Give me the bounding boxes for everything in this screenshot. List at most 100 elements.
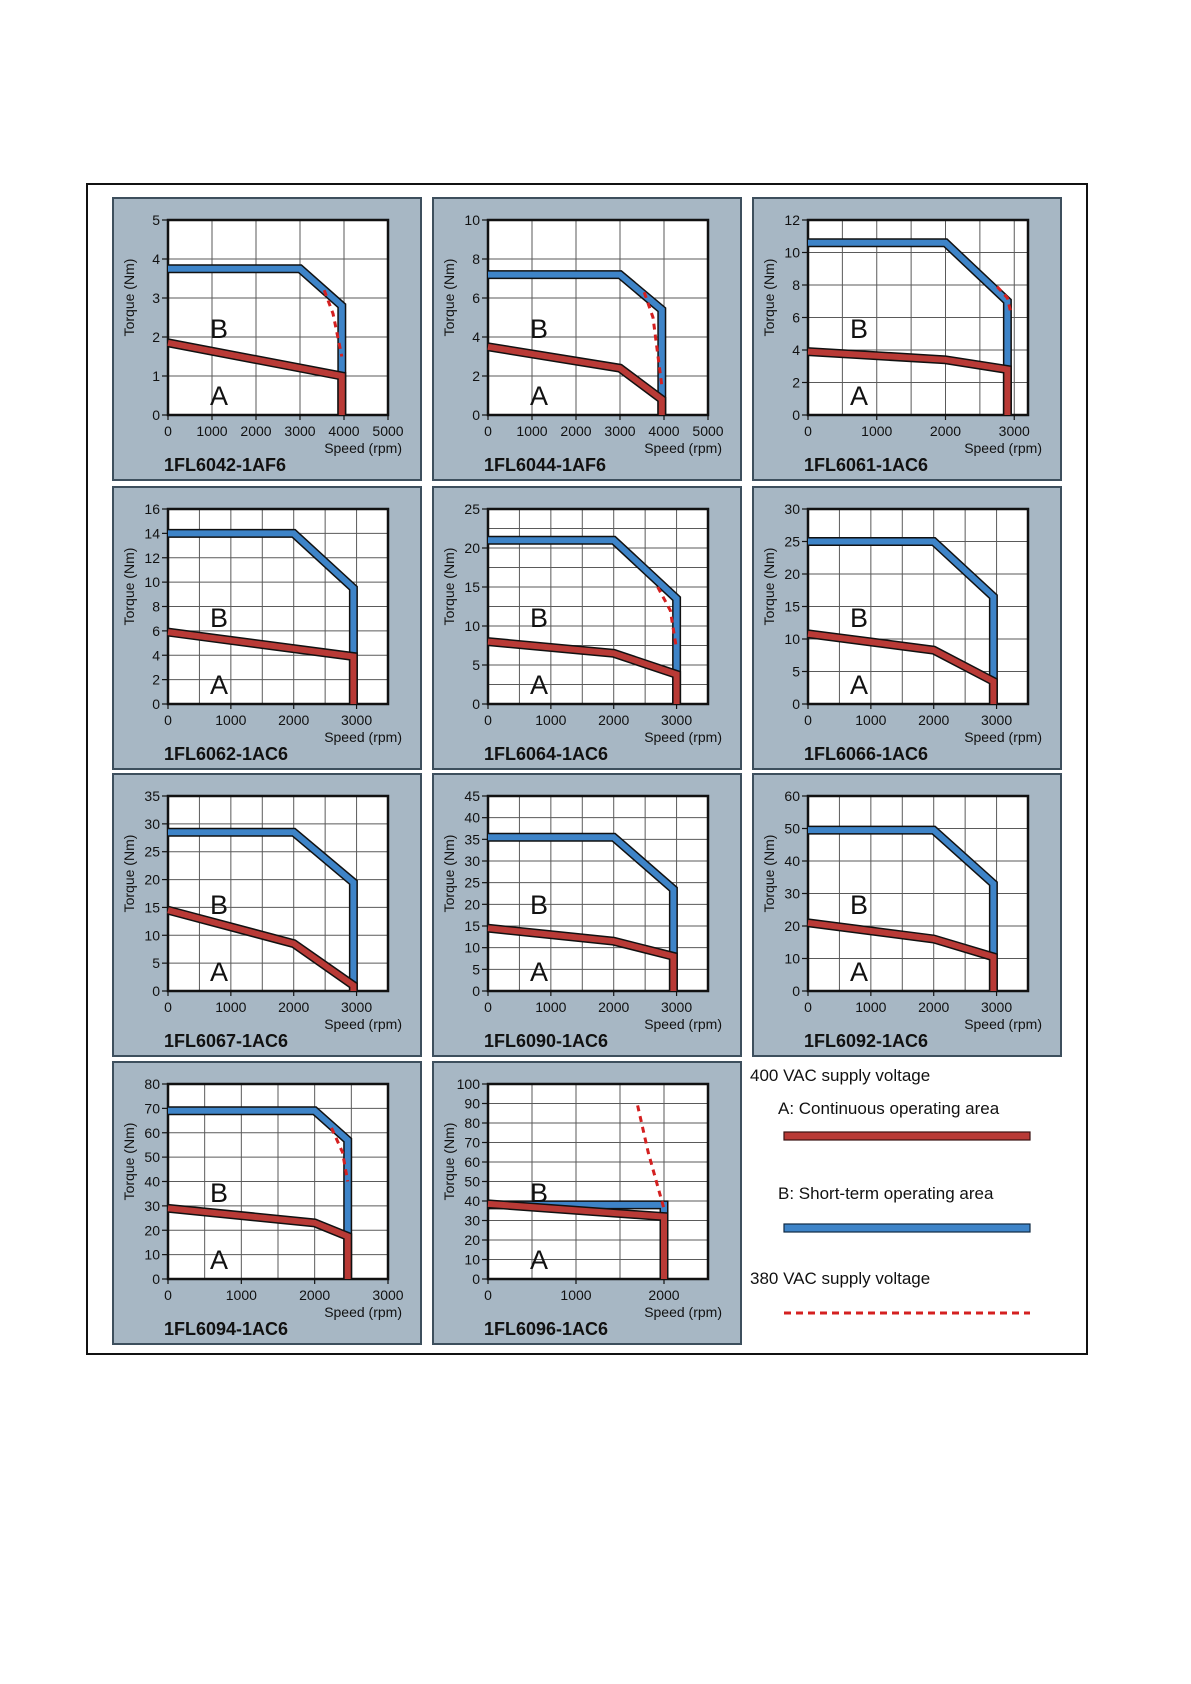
- region-label-b: B: [530, 890, 548, 920]
- y-tick-label: 35: [464, 831, 480, 847]
- y-axis-label: Torque (Nm): [441, 1123, 457, 1201]
- y-tick-label: 10: [464, 940, 480, 956]
- y-tick-label: 45: [464, 788, 480, 804]
- y-tick-label: 10: [144, 927, 160, 943]
- x-tick-label: 3000: [661, 999, 692, 1015]
- series-b-short-term-line: [808, 239, 1011, 415]
- y-tick-label: 30: [464, 1213, 480, 1229]
- x-tick-label: 0: [484, 1287, 492, 1303]
- x-tick-label: 1000: [855, 712, 886, 728]
- series-b-short-term-line: [488, 271, 665, 415]
- y-tick-label: 30: [784, 886, 800, 902]
- x-axis-label: Speed (rpm): [324, 729, 402, 745]
- y-tick-label: 4: [472, 329, 480, 345]
- legend-380-vac: 380 VAC supply voltage: [750, 1269, 931, 1288]
- series-380-vac-line: [330, 1127, 350, 1182]
- y-tick-label: 5: [472, 657, 480, 673]
- y-tick-label: 30: [144, 1198, 160, 1214]
- y-tick-label: 2: [792, 375, 800, 391]
- y-tick-label: 0: [152, 1271, 160, 1287]
- y-tick-label: 2: [152, 329, 160, 345]
- chart-title: 1FL6094-1AC6: [164, 1319, 288, 1339]
- x-tick-label: 1000: [215, 712, 246, 728]
- legend-a-swatch: [783, 1131, 1031, 1141]
- y-tick-label: 15: [464, 918, 480, 934]
- series-a-continuous-line: [487, 925, 677, 991]
- chart-svg: 0 5 10 15 20 25 30 35 0 1000 2000 3000 Torque (Nm) Sp…: [121, 788, 402, 1051]
- x-tick-label: 3000: [999, 423, 1030, 439]
- y-tick-label: 8: [152, 599, 160, 615]
- x-tick-label: 3000: [604, 423, 635, 439]
- chart-panel: 0 5 10 15 20 25 30 0 1000 2000 3000 Torque (Nm) Spee…: [752, 486, 1062, 770]
- x-tick-label: 3000: [981, 999, 1012, 1015]
- y-axis-label: Torque (Nm): [121, 1123, 137, 1201]
- region-label-a: A: [530, 670, 548, 700]
- chart-title: 1FL6044-1AF6: [484, 455, 606, 475]
- chart-panel: 0 5 10 15 20 25 30 35 40 45 0 1000 2000 3000 Torque (N…: [432, 773, 742, 1057]
- legend: 400 VAC supply voltage A: Continuous ope…: [744, 1066, 1088, 1336]
- x-tick-label: 1000: [516, 423, 547, 439]
- y-tick-label: 12: [144, 550, 160, 566]
- series-b-short-term-line: [488, 537, 680, 704]
- series-a-continuous-line: [167, 1205, 351, 1279]
- x-tick-label: 0: [164, 1287, 172, 1303]
- y-tick-label: 30: [144, 816, 160, 832]
- x-tick-label: 3000: [341, 999, 372, 1015]
- chart-panel: 0 5 10 15 20 25 30 35 0 1000 2000 3000 Torque (Nm) Sp…: [112, 773, 422, 1057]
- x-tick-label: 0: [484, 423, 492, 439]
- y-tick-label: 0: [792, 696, 800, 712]
- x-tick-label: 5000: [372, 423, 403, 439]
- chart-title: 1FL6042-1AF6: [164, 455, 286, 475]
- y-tick-label: 5: [152, 212, 160, 228]
- y-tick-label: 8: [792, 277, 800, 293]
- y-tick-label: 14: [144, 525, 160, 541]
- y-tick-label: 2: [472, 368, 480, 384]
- y-tick-label: 0: [472, 983, 480, 999]
- y-axis-label: Torque (Nm): [761, 835, 777, 913]
- y-tick-label: 3: [152, 290, 160, 306]
- chart-svg: 0 2 4 6 8 10 12 0 1000 2000 3000 Torque (Nm) Speed (…: [761, 212, 1042, 475]
- region-label-b: B: [530, 603, 548, 633]
- x-axis-label: Speed (rpm): [644, 729, 722, 745]
- y-tick-label: 100: [457, 1076, 481, 1092]
- y-tick-label: 5: [152, 955, 160, 971]
- y-tick-label: 0: [792, 407, 800, 423]
- chart-title: 1FL6064-1AC6: [484, 744, 608, 764]
- chart-panel: 0 10 20 30 40 50 60 0 1000 2000 3000 Torque (Nm) Spe…: [752, 773, 1062, 1057]
- y-tick-label: 30: [784, 501, 800, 517]
- y-tick-label: 15: [144, 899, 160, 915]
- y-tick-label: 50: [784, 821, 800, 837]
- y-tick-label: 20: [784, 566, 800, 582]
- series-380-vac-line: [322, 289, 344, 357]
- y-tick-label: 20: [144, 872, 160, 888]
- x-tick-label: 0: [164, 712, 172, 728]
- series-a-continuous-line: [487, 1200, 667, 1279]
- plot-border: [166, 794, 390, 993]
- y-tick-label: 15: [464, 579, 480, 595]
- y-axis-label: Torque (Nm): [121, 259, 137, 337]
- x-tick-label: 2000: [560, 423, 591, 439]
- legend-b-label: B: Short-term operating area: [778, 1184, 994, 1203]
- series-a-continuous-line: [487, 343, 665, 415]
- y-tick-label: 10: [464, 212, 480, 228]
- y-tick-label: 25: [144, 844, 160, 860]
- x-tick-label: 2000: [240, 423, 271, 439]
- x-tick-label: 5000: [692, 423, 723, 439]
- y-tick-label: 10: [784, 951, 800, 967]
- region-label-b: B: [210, 603, 228, 633]
- y-tick-label: 4: [152, 251, 160, 267]
- plot-border: [166, 218, 390, 417]
- x-axis-label: Speed (rpm): [324, 440, 402, 456]
- chart-svg: 0 1 2 3 4 5 0 1000 2000 3000 4000 5000 Torque (Nm) Sp…: [121, 212, 404, 475]
- x-tick-label: 1000: [560, 1287, 591, 1303]
- region-label-b: B: [850, 314, 868, 344]
- x-tick-label: 2000: [278, 999, 309, 1015]
- series-b-short-term-line: [168, 265, 345, 415]
- y-tick-label: 6: [152, 623, 160, 639]
- y-tick-label: 60: [144, 1125, 160, 1141]
- y-tick-label: 0: [792, 983, 800, 999]
- y-axis-label: Torque (Nm): [761, 259, 777, 337]
- region-label-a: A: [210, 381, 228, 411]
- y-tick-label: 20: [784, 918, 800, 934]
- chart-panel: 0 1 2 3 4 5 0 1000 2000 3000 4000 5000 Torque (Nm) Sp…: [112, 197, 422, 481]
